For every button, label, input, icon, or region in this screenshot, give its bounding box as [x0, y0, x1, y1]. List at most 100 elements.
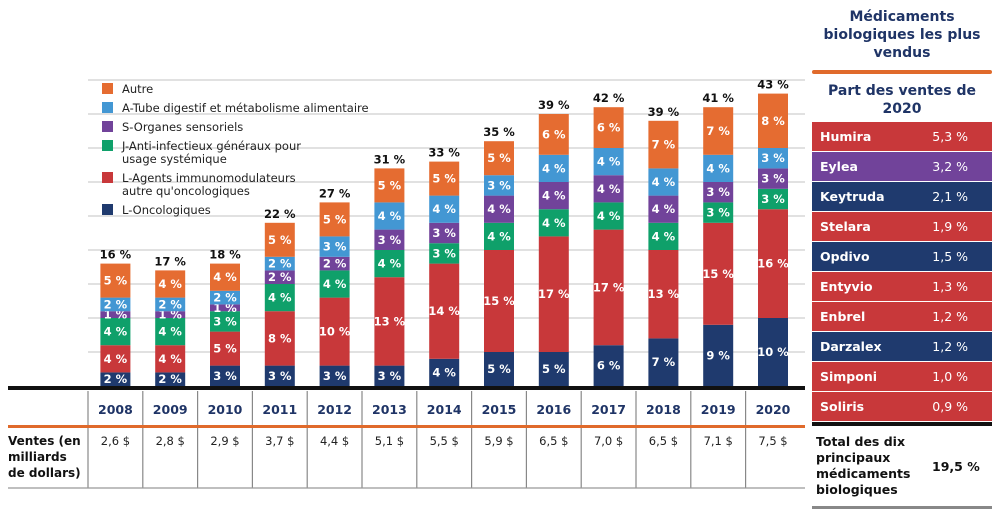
year-label: 2020: [756, 402, 791, 417]
segment-label: 4 %: [542, 161, 566, 175]
bar-segment: [319, 270, 350, 298]
bar-segment: [374, 277, 405, 366]
bar-segment: [100, 311, 131, 318]
bar-segment: [429, 222, 460, 244]
sales-value: 5,1 $: [375, 434, 404, 448]
bar-stack-2009: 2 %4 %4 %1 %2 %4 %17 %: [154, 254, 186, 386]
segment-label: 5 %: [268, 233, 292, 247]
bar-segment: [538, 182, 569, 210]
legend-swatch: [102, 102, 113, 113]
segment-label: 4 %: [213, 270, 237, 284]
legend-swatch: [102, 140, 113, 151]
bar-segment: [648, 222, 679, 250]
drug-name: Darzalex: [820, 339, 882, 354]
bar-segment: [429, 243, 460, 264]
bar-stack-2017: 6 % 17 % 4 % 4 % 4 % 6 % 42 %: [593, 91, 625, 386]
drug-row: Simponi 1,0 %: [812, 362, 992, 392]
bar-segment: [703, 202, 734, 223]
legend-item: Autre: [102, 82, 153, 96]
bar-segment: [155, 318, 186, 346]
year-label: 2010: [208, 402, 243, 417]
drug-share: 1,0 %: [932, 369, 968, 384]
bar-segment: [264, 284, 295, 312]
segment-label: 9 %: [706, 348, 730, 362]
bar-segment: [100, 297, 131, 312]
segment-label: 8 %: [268, 331, 292, 345]
year-label: 2009: [153, 402, 188, 417]
bar-segment: [374, 168, 405, 203]
drug-name: Opdivo: [820, 249, 870, 264]
segment-label: 4 %: [652, 229, 676, 243]
bar-segment: [538, 209, 569, 237]
bar-segment: [484, 175, 514, 196]
sales-value: 5,5 $: [430, 434, 459, 448]
bar-segment: [484, 195, 514, 223]
legend-swatch: [102, 83, 113, 94]
drug-row: Enbrel 1,2 %: [812, 302, 992, 332]
drug-share: 1,5 %: [932, 249, 968, 264]
segment-label: 5 %: [487, 362, 511, 376]
segment-label: 6 %: [597, 121, 621, 135]
x-axis-baseline: [8, 386, 805, 390]
segment-label: 3 %: [378, 369, 402, 383]
year-label: 2019: [701, 402, 736, 417]
black-divider: [812, 422, 992, 426]
segment-label: 6 %: [597, 359, 621, 373]
sales-value: 7,5 $: [758, 434, 787, 448]
segment-label: 3 %: [323, 240, 347, 254]
bar-segment: [758, 188, 788, 210]
legend-swatch: [102, 204, 113, 215]
total-label: 39 %: [648, 105, 680, 119]
legend-swatch: [102, 172, 113, 183]
segment-label: 4 %: [432, 202, 456, 216]
bar-segment: [538, 154, 569, 182]
year-label: 2015: [482, 402, 517, 417]
bar-segment: [155, 270, 186, 298]
bar-segment: [593, 345, 624, 386]
segment-label: 4 %: [597, 182, 621, 196]
segment-label: 13 %: [648, 287, 680, 301]
segment-label: 2 %: [213, 291, 237, 305]
sales-value: 7,0 $: [594, 434, 623, 448]
drug-name: Humira: [820, 129, 872, 144]
segment-label: 4 %: [158, 325, 182, 339]
total-label: 43 %: [757, 78, 789, 92]
bar-stack-2019: 9 % 15 % 3 % 3 % 4 % 7 % 41 %: [702, 91, 734, 386]
bar-segment: [703, 107, 734, 155]
bar-segment: [155, 345, 186, 373]
drug-share: 3,2 %: [932, 159, 968, 174]
sales-row-label: Ventes (en: [8, 434, 81, 448]
bar-segment: [538, 236, 569, 352]
year-label: 2014: [427, 402, 462, 417]
bar-segment: [100, 318, 131, 346]
segment-label: 6 %: [542, 127, 566, 141]
segment-label: 5 %: [487, 151, 511, 165]
segment-label: 2 %: [323, 257, 347, 271]
drug-row: Soliris 0,9 %: [812, 392, 992, 422]
bars: 2 %4 %4 %1 %2 %5 %16 %2 %4 %4 %1 %2 %4 %…: [8, 78, 805, 390]
bar-segment: [264, 256, 295, 271]
bar-segment: [593, 175, 624, 203]
segment-label: 4 %: [487, 202, 511, 216]
total-label: 39 %: [538, 98, 570, 112]
bar-segment: [100, 263, 131, 298]
drug-row: Darzalex 1,2 %: [812, 332, 992, 362]
segment-label: 13 %: [374, 314, 406, 328]
total-label: Total des dix principaux médicaments bio…: [816, 434, 911, 497]
bar-stack-2011: 3 % 8 % 4 % 2 %2 % 5 % 22 %: [264, 207, 296, 386]
drug-name: Eylea: [820, 159, 858, 174]
bar-segment: [703, 154, 734, 182]
total-label: 41 %: [702, 91, 734, 105]
segment-label: 4 %: [378, 209, 402, 223]
bar-stack-2012: 3 % 10 % 4 % 2 % 3 % 5 % 27 %: [319, 186, 351, 386]
segment-label: 10 %: [757, 345, 789, 359]
segment-label: 3 %: [432, 246, 456, 260]
bar-segment: [264, 222, 295, 257]
legend-label: S-Organes sensoriels: [122, 120, 243, 134]
segment-label: 7 %: [706, 124, 730, 138]
segment-label: 14 %: [428, 304, 460, 318]
legend-item: L-Oncologiques: [102, 203, 211, 217]
bar-segment: [429, 161, 460, 196]
segment-label: 3 %: [487, 178, 511, 192]
